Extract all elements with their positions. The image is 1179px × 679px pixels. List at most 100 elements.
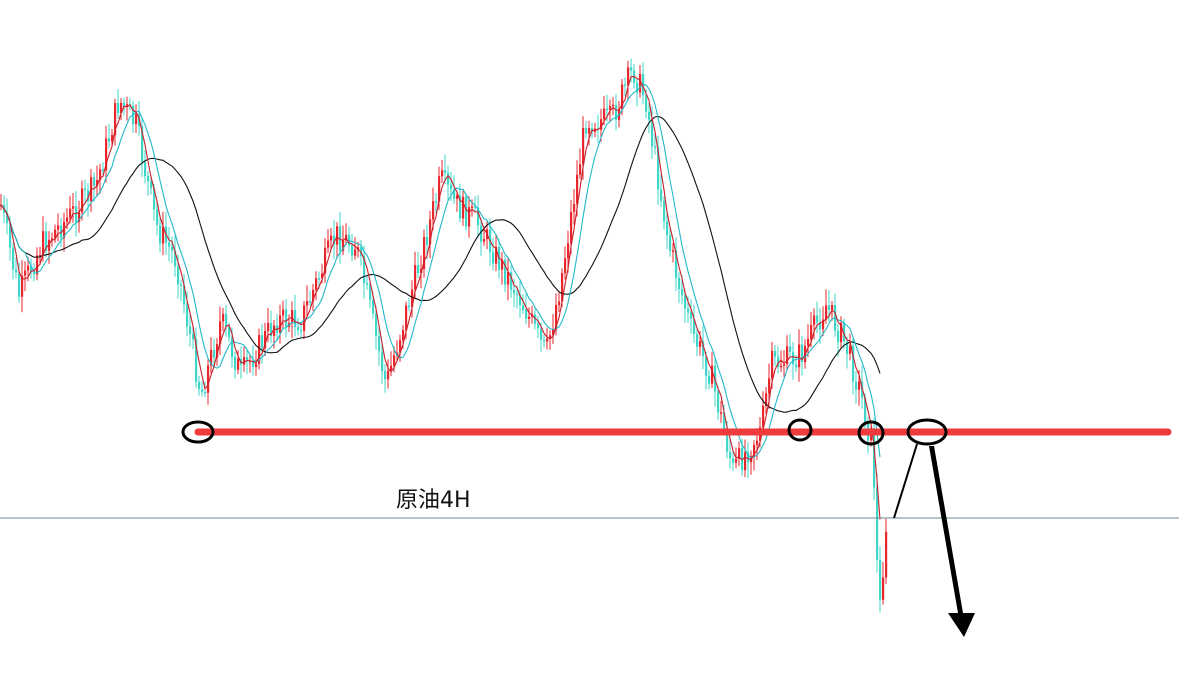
candle-body bbox=[726, 430, 729, 452]
candle-body bbox=[114, 103, 117, 136]
candle-body bbox=[525, 309, 528, 319]
candle-body bbox=[780, 365, 783, 368]
candle-body bbox=[864, 397, 867, 424]
candle-body bbox=[294, 310, 297, 328]
candle-body bbox=[570, 211, 573, 244]
candle-body bbox=[474, 206, 477, 208]
candle-body bbox=[255, 363, 258, 367]
candle-body bbox=[279, 315, 282, 333]
candle-body bbox=[798, 344, 801, 368]
candle-body bbox=[48, 239, 51, 251]
candle-body bbox=[339, 226, 342, 251]
candle-body bbox=[300, 330, 303, 332]
candle-body bbox=[267, 323, 270, 331]
candle-body bbox=[225, 313, 228, 327]
candle-body bbox=[354, 249, 357, 256]
candle-body bbox=[324, 247, 327, 274]
candle-body bbox=[729, 451, 732, 459]
candle-body bbox=[258, 335, 261, 364]
candle-body bbox=[87, 190, 90, 202]
candle-body bbox=[378, 335, 381, 352]
candle-body bbox=[828, 305, 831, 310]
candle-body bbox=[723, 412, 726, 431]
candle-body bbox=[423, 237, 426, 269]
candle-body bbox=[414, 265, 417, 290]
candle-body bbox=[573, 203, 576, 212]
candle-body bbox=[843, 323, 846, 342]
candle-body bbox=[147, 176, 150, 182]
candle-body bbox=[357, 247, 360, 250]
candle-body bbox=[429, 219, 432, 245]
candle-body bbox=[231, 337, 234, 358]
candle-body bbox=[810, 324, 813, 339]
candle-body bbox=[222, 313, 225, 322]
candle-body bbox=[612, 104, 615, 107]
candle-body bbox=[72, 206, 75, 209]
candle-body bbox=[582, 127, 585, 165]
candle-body bbox=[825, 305, 828, 320]
candle-body bbox=[141, 126, 144, 162]
candle-body bbox=[543, 339, 546, 342]
candle-body bbox=[78, 212, 81, 223]
candle-body bbox=[588, 128, 591, 134]
candle-body bbox=[207, 365, 210, 393]
candle-body bbox=[318, 278, 321, 280]
candle-body bbox=[363, 255, 366, 284]
candle-body bbox=[309, 301, 312, 303]
candle-body bbox=[849, 345, 852, 354]
candle-body bbox=[444, 170, 447, 173]
candle-body bbox=[756, 440, 759, 445]
candle-body bbox=[390, 365, 393, 371]
candle-body bbox=[609, 106, 612, 110]
candle-body bbox=[234, 357, 237, 370]
candle-body bbox=[273, 325, 276, 336]
candle-body bbox=[690, 312, 693, 319]
candle-body bbox=[303, 305, 306, 331]
candle-body bbox=[93, 177, 96, 186]
candle-body bbox=[822, 319, 825, 330]
candle-body bbox=[873, 431, 876, 488]
candle-body bbox=[648, 111, 651, 120]
arrow-pointer-line bbox=[893, 443, 918, 519]
fast-moving-average-line bbox=[0, 75, 881, 520]
candle-body bbox=[687, 308, 690, 313]
candle-body bbox=[306, 301, 309, 306]
candle-body bbox=[417, 265, 420, 273]
candle-body bbox=[366, 283, 369, 285]
candle-body bbox=[15, 269, 18, 273]
candle-body bbox=[762, 405, 765, 428]
candle-body bbox=[405, 305, 408, 330]
candle-body bbox=[447, 172, 450, 185]
candle-body bbox=[144, 161, 147, 177]
candle-body bbox=[777, 356, 780, 368]
candle-body bbox=[432, 201, 435, 220]
candle-body bbox=[789, 346, 792, 352]
candle-body bbox=[453, 189, 456, 199]
candle-body bbox=[819, 322, 822, 330]
candle-body bbox=[735, 458, 738, 463]
candle-body bbox=[435, 201, 438, 203]
candle-body bbox=[201, 389, 204, 393]
candle-body bbox=[471, 206, 474, 208]
candle-body bbox=[771, 350, 774, 379]
candle-body bbox=[816, 315, 819, 323]
candle-body bbox=[237, 359, 240, 370]
candle-body bbox=[45, 231, 48, 251]
candle-body bbox=[693, 318, 696, 335]
candle-body bbox=[606, 108, 609, 111]
candle-body bbox=[375, 313, 378, 336]
candle-body bbox=[813, 315, 816, 325]
candle-body bbox=[783, 364, 786, 366]
candle-body bbox=[39, 254, 42, 257]
candle-body bbox=[669, 234, 672, 251]
candle-body bbox=[27, 265, 30, 271]
candle-body bbox=[795, 364, 798, 368]
candle-body bbox=[528, 316, 531, 319]
candle-body bbox=[174, 250, 177, 267]
candle-body bbox=[399, 340, 402, 353]
candle-body bbox=[837, 330, 840, 342]
candle-body bbox=[282, 309, 285, 316]
candle-body bbox=[450, 184, 453, 190]
candle-body bbox=[216, 344, 219, 358]
